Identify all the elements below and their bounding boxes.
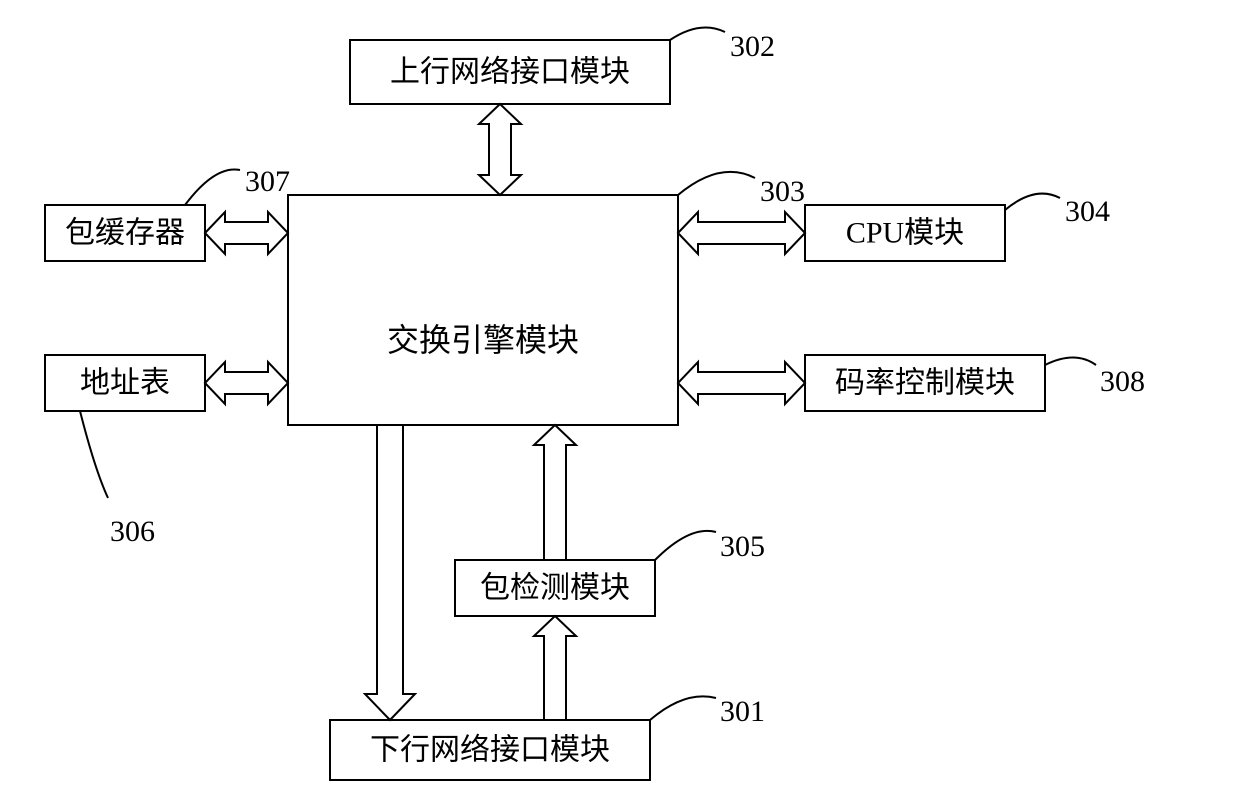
lead-b308 (1045, 358, 1096, 366)
lead-b305 (655, 531, 716, 560)
label-b308: 码率控制模块 (835, 367, 1015, 400)
label-b304: CPU模块 (846, 217, 964, 250)
lead-b303 (678, 172, 755, 195)
arrow-a_304_303 (678, 212, 805, 254)
refnum-b308: 308 (1100, 365, 1145, 398)
arrow-a_303_301 (365, 425, 415, 720)
label-b301: 下行网络接口模块 (370, 734, 610, 767)
refnum-b306: 306 (110, 515, 155, 548)
lead-b302 (670, 28, 725, 41)
refnum-b302: 302 (730, 30, 775, 63)
label-b302: 上行网络接口模块 (390, 56, 630, 89)
diagram-canvas: 上行网络接口模块 302 包缓存器 307 交换引擎模块 303 CPU模块 304 地址表 30… (0, 0, 1240, 805)
arrow-a_302_303 (479, 104, 521, 195)
arrow-a_308_303 (678, 362, 805, 404)
refnum-b307: 307 (245, 165, 290, 198)
label-b305: 包检测模块 (480, 572, 630, 605)
arrow-a_301_305 (534, 616, 576, 720)
label-b303: 交换引擎模块 (387, 322, 579, 358)
arrow-a_306_303 (205, 362, 288, 404)
label-b307: 包缓存器 (65, 217, 185, 250)
label-b306: 地址表 (80, 367, 170, 400)
lead-b304 (1005, 194, 1060, 210)
refnum-b305: 305 (720, 530, 765, 563)
lead-b306 (80, 411, 108, 498)
refnum-b301: 301 (720, 695, 765, 728)
lead-b301 (650, 696, 716, 720)
lead-b307 (185, 169, 240, 205)
box-b303 (288, 195, 678, 425)
refnum-b304: 304 (1065, 195, 1110, 228)
refnum-b303: 303 (760, 175, 805, 208)
arrow-a_307_303 (205, 212, 288, 254)
arrow-a_305_303 (534, 425, 576, 560)
